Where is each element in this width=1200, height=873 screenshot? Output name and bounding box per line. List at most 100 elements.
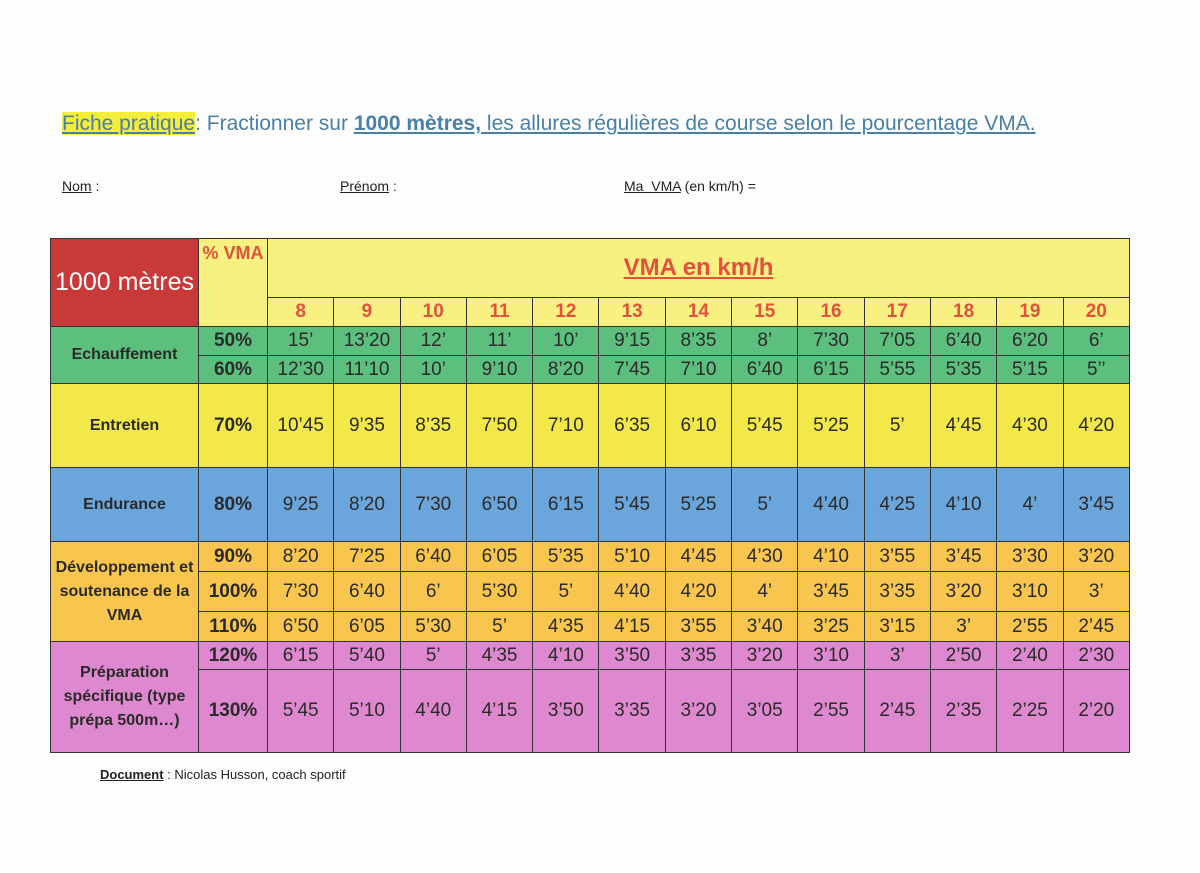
title-text: Fractionner sur	[200, 112, 354, 135]
speed-header: 12	[532, 297, 600, 327]
pace-cell: 6’05	[333, 611, 401, 642]
pace-cell: 3’40	[731, 611, 799, 642]
prenom-label: Prénom	[340, 178, 390, 194]
table-row: 60% 12’30 11’10 10’ 9’10 8’20 7’45 7’10 6’40 6’15…	[50, 355, 1131, 384]
pace-cell: 6’40	[731, 355, 799, 384]
vma-field: Ma VMA (en km/h) =	[624, 178, 756, 194]
pace-cell: 4’25	[863, 467, 931, 542]
pace-cell: 6’15	[266, 641, 335, 670]
pace-cell: 5’25	[797, 383, 865, 468]
title-label: Fiche pratique	[62, 112, 196, 135]
category-label: Entretien	[50, 383, 199, 468]
pace-cell: 8’20	[333, 467, 401, 542]
pace-cell: 3’55	[664, 611, 733, 642]
pace-cell: 3’45	[1062, 467, 1131, 542]
pace-cell: 5’30	[399, 611, 467, 642]
pace-cell: 3’20	[664, 669, 733, 753]
pace-table: 1000 mètres % VMA VMA en km/h 8 9 10 11 12 13…	[50, 238, 1131, 753]
pace-cell: 5’45	[598, 467, 666, 542]
pace-cell: 3’20	[1062, 541, 1131, 572]
speed-header: 17	[863, 297, 931, 327]
pace-cell: 3’20	[929, 571, 998, 612]
pace-cell: 3’25	[797, 611, 865, 642]
pace-cell: 2’50	[929, 641, 998, 670]
pace-cell: 8’20	[532, 355, 600, 384]
pace-cell: 5’’	[1062, 355, 1131, 384]
pace-cell: 5’30	[465, 571, 534, 612]
pace-cell: 5’	[465, 611, 534, 642]
pace-cell: 13’20	[333, 326, 401, 356]
speed-header: 13	[598, 297, 666, 327]
pace-cell: 7’30	[266, 571, 335, 612]
title-sep: :	[195, 112, 201, 135]
pace-cell: 4’45	[929, 383, 998, 468]
pace-cell: 2’40	[996, 641, 1064, 670]
pace-cell: 7’30	[399, 467, 467, 542]
pace-cell: 6’35	[598, 383, 666, 468]
pace-cell: 6’	[399, 571, 467, 612]
pace-cell: 9’10	[465, 355, 534, 384]
pace-cell: 4’10	[929, 467, 998, 542]
pace-cell: 3’35	[598, 669, 666, 753]
footer-label: Document	[100, 767, 164, 782]
pace-cell: 4’15	[465, 669, 534, 753]
speed-header: 16	[797, 297, 865, 327]
pace-cell: 8’20	[266, 541, 335, 572]
pace-cell: 2’30	[1062, 641, 1131, 670]
pace-cell: 4’20	[664, 571, 733, 612]
pace-cell: 5’	[532, 571, 600, 612]
pace-cell: 7’10	[532, 383, 600, 468]
pace-cell: 7’45	[598, 355, 666, 384]
speed-header: 20	[1062, 297, 1131, 327]
nom-sep: :	[91, 178, 100, 194]
pace-cell: 6’40	[929, 326, 998, 356]
pace-cell: 3’30	[996, 541, 1064, 572]
pace-cell: 12’	[399, 326, 467, 356]
pace-cell: 3’45	[797, 571, 865, 612]
pct-cell: 130%	[198, 669, 268, 753]
pace-cell: 10’45	[266, 383, 335, 468]
footer-text: : Nicolas Husson, coach sportif	[163, 767, 346, 782]
pace-cell: 6’50	[465, 467, 534, 542]
pace-cell: 3’45	[929, 541, 998, 572]
pace-cell: 5’15	[996, 355, 1064, 384]
pct-cell: 110%	[198, 611, 268, 642]
pct-cell: 100%	[198, 571, 268, 612]
pace-cell: 6’15	[532, 467, 600, 542]
pace-cell: 15’	[266, 326, 335, 356]
pace-cell: 6’15	[797, 355, 865, 384]
pace-cell: 4’20	[1062, 383, 1131, 468]
pace-cell: 4’15	[598, 611, 666, 642]
speed-header: 15	[731, 297, 799, 327]
pace-cell: 3’20	[731, 641, 799, 670]
pct-cell: 70%	[198, 383, 268, 468]
title-text-2: les allures régulières de course selon l…	[481, 112, 1036, 135]
nom-label: Nom	[62, 178, 92, 194]
speed-header: 8	[266, 297, 335, 327]
pace-cell: 11’	[465, 326, 534, 356]
pace-cell: 6’40	[399, 541, 467, 572]
prenom-field: Prénom :	[340, 178, 397, 194]
pct-cell: 60%	[198, 355, 268, 384]
category-label: Endurance	[50, 467, 199, 542]
pct-cell: 120%	[198, 641, 268, 670]
pace-cell: 9’15	[598, 326, 666, 356]
pace-cell: 4’40	[399, 669, 467, 753]
pace-cell: 10’	[532, 326, 600, 356]
pace-cell: 12’30	[266, 355, 335, 384]
pace-cell: 3’50	[598, 641, 666, 670]
table-row: Echauffement 50% 15’ 13’20 12’ 11’ 10’ 9’15 8’35…	[50, 326, 1131, 384]
table-row: Préparation spécifique (type prépa 500m……	[50, 641, 1131, 753]
category-label: Préparation spécifique (type prépa 500m……	[50, 641, 199, 753]
pace-cell: 3’55	[863, 541, 931, 572]
pace-cell: 3’15	[863, 611, 931, 642]
speed-header: 14	[664, 297, 733, 327]
pace-cell: 6’	[1062, 326, 1131, 356]
pace-cell: 7’10	[664, 355, 733, 384]
pace-cell: 7’50	[465, 383, 534, 468]
table-row: 130% 5’45 5’10 4’40 4’15 3’50 3’35 3’20 3’05 2’55…	[50, 669, 1131, 753]
pace-cell: 2’35	[929, 669, 998, 753]
pace-cell: 8’	[731, 326, 799, 356]
pace-cell: 4’	[996, 467, 1064, 542]
pace-cell: 5’45	[731, 383, 799, 468]
